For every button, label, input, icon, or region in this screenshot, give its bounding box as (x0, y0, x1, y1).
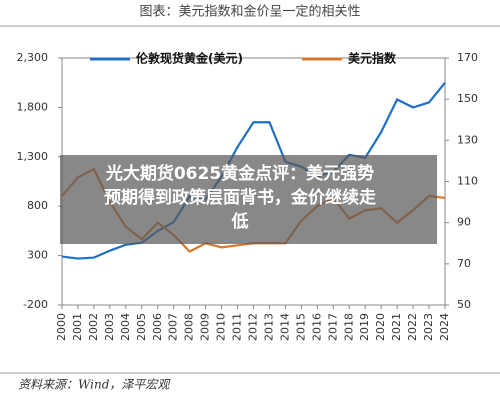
y-tick-label: -200 (23, 298, 48, 311)
x-tick-label: 2000 (55, 313, 68, 341)
x-tick-label: 2012 (247, 313, 260, 341)
y-tick-label: 800 (27, 199, 48, 212)
x-tick-label: 2002 (87, 313, 100, 341)
x-tick-label: 2007 (167, 313, 180, 341)
x-tick-label: 2010 (215, 313, 228, 341)
x-tick-label: 2018 (342, 313, 355, 341)
y-tick-label: 1,300 (17, 150, 49, 163)
x-tick-label: 2020 (374, 313, 387, 341)
y2-tick-label: 130 (457, 133, 478, 146)
x-tick-label: 2014 (278, 313, 291, 341)
y2-tick-label: 50 (457, 298, 471, 311)
y2-tick-label: 150 (457, 92, 478, 105)
overlay-banner (60, 155, 437, 244)
x-tick-label: 2001 (71, 313, 84, 341)
overlay-text: 光大期货0625黄金点评：美元强势 (105, 163, 374, 184)
x-tick-label: 2004 (119, 313, 132, 341)
x-tick-label: 2008 (183, 313, 196, 341)
x-tick-label: 2009 (199, 313, 212, 341)
y2-tick-label: 170 (457, 51, 478, 64)
overlay-text: 预期得到政策层面背书，金价继续走 (104, 187, 376, 208)
x-tick-label: 2006 (151, 313, 164, 341)
legend-label: 美元指数 (348, 51, 397, 66)
x-tick-label: 2022 (406, 313, 419, 341)
x-tick-label: 2015 (294, 313, 307, 341)
x-tick-label: 2017 (326, 313, 339, 341)
x-tick-label: 2011 (231, 313, 244, 341)
y2-tick-label: 90 (457, 216, 471, 229)
y-tick-label: 1,800 (17, 100, 49, 113)
x-tick-label: 2016 (310, 313, 323, 341)
y-tick-label: 300 (27, 249, 48, 262)
x-tick-label: 2024 (438, 313, 451, 341)
x-tick-label: 2003 (103, 313, 116, 341)
x-tick-label: 2023 (422, 313, 435, 341)
y-tick-label: 2,300 (17, 51, 49, 64)
source: 资料来源：Wind，泽平宏观 (18, 378, 171, 392)
x-tick-label: 2021 (390, 313, 403, 341)
x-tick-label: 2005 (135, 313, 148, 341)
x-tick-label: 2019 (358, 313, 371, 341)
y2-tick-label: 70 (457, 257, 471, 270)
series-line (61, 82, 446, 260)
legend-label: 伦敦现货黄金(美元) (136, 51, 243, 66)
y2-tick-label: 110 (457, 175, 478, 188)
overlay-text: 低 (231, 211, 249, 232)
chart-title: 图表：美元指数和金价呈一定的相关性 (139, 4, 360, 20)
x-tick-label: 2013 (262, 313, 275, 341)
